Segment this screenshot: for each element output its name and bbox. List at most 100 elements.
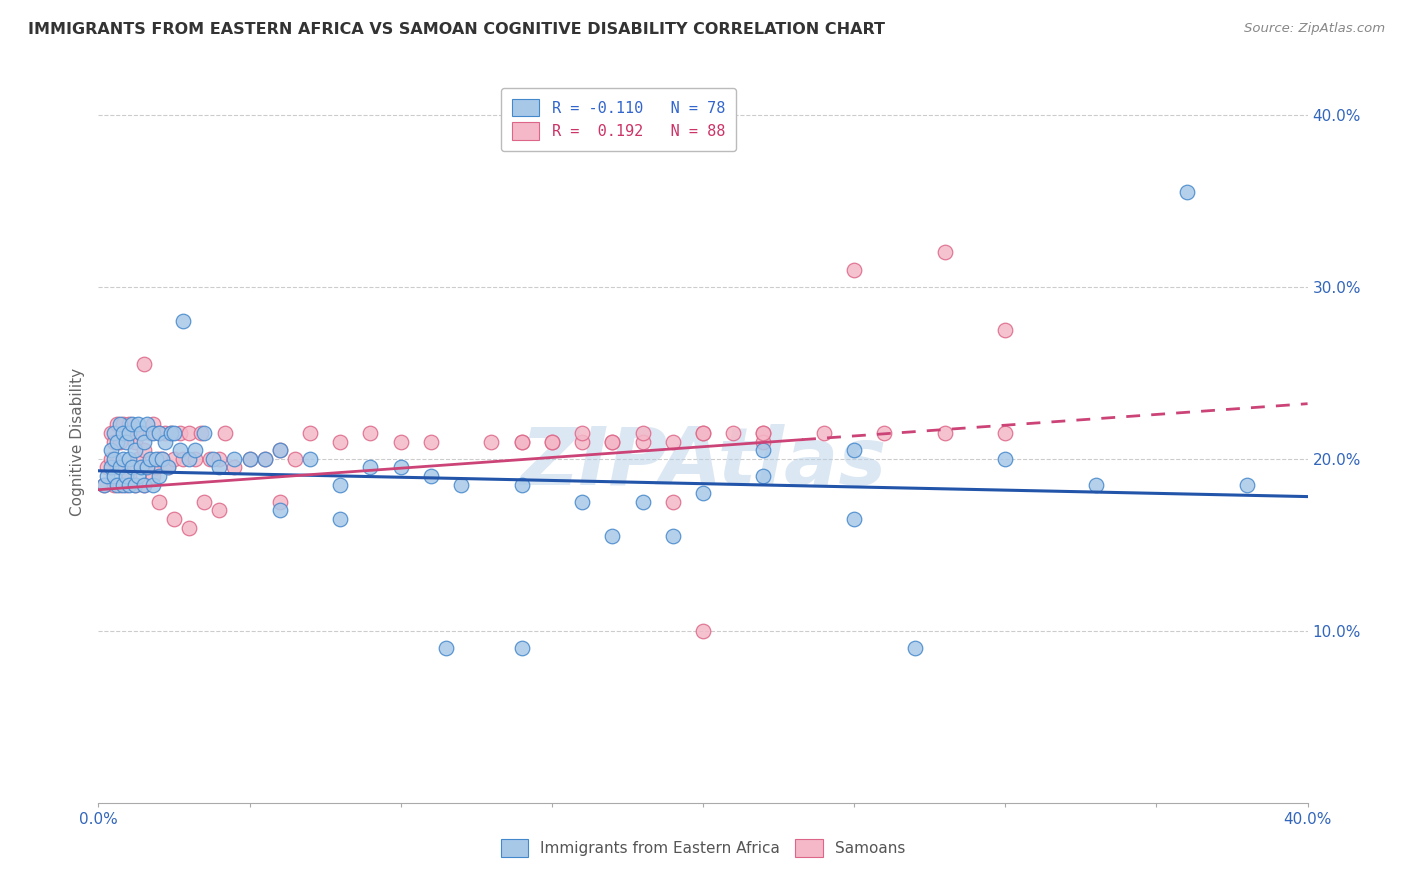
Point (752, 425, 775, 440)
Point (111, 451, 134, 466)
Point (118, 417, 141, 432)
Point (111, 477, 134, 491)
Point (105, 460, 128, 475)
Point (692, 425, 714, 440)
Point (172, 451, 194, 466)
Point (661, 494, 683, 508)
Point (540, 434, 562, 449)
Point (132, 477, 155, 491)
Point (96, 460, 118, 475)
Point (510, 434, 533, 449)
Point (571, 425, 593, 440)
Point (224, 460, 246, 475)
Point (160, 425, 183, 440)
Point (153, 434, 176, 449)
Point (481, 434, 503, 449)
Point (132, 443, 155, 458)
Point (139, 425, 162, 440)
Point (118, 425, 141, 440)
Text: IMMIGRANTS FROM EASTERN AFRICA VS SAMOAN COGNITIVE DISABILITY CORRELATION CHART: IMMIGRANTS FROM EASTERN AFRICA VS SAMOAN… (28, 22, 886, 37)
Point (360, 425, 382, 440)
Point (135, 417, 157, 432)
Point (179, 451, 201, 466)
Point (269, 443, 291, 458)
Point (752, 434, 775, 449)
Point (114, 425, 136, 440)
Point (148, 469, 170, 483)
Point (269, 443, 291, 458)
Point (934, 245, 956, 260)
Point (124, 443, 146, 458)
Point (389, 460, 412, 475)
Point (253, 451, 276, 466)
Point (510, 434, 533, 449)
Point (163, 451, 186, 466)
Point (208, 503, 231, 517)
Point (420, 434, 443, 449)
Point (184, 451, 207, 466)
Point (142, 417, 165, 432)
Point (1236, 477, 1258, 491)
Point (934, 425, 956, 440)
Point (124, 477, 146, 491)
Point (208, 451, 231, 466)
Point (118, 477, 141, 491)
Point (193, 425, 215, 440)
Point (571, 434, 593, 449)
Point (100, 443, 122, 458)
Point (103, 469, 125, 483)
Point (111, 460, 134, 475)
Text: Source: ZipAtlas.com: Source: ZipAtlas.com (1244, 22, 1385, 36)
Point (329, 477, 352, 491)
Point (114, 477, 136, 491)
Point (103, 425, 125, 440)
Point (239, 451, 262, 466)
Point (169, 425, 191, 440)
Point (156, 460, 179, 475)
Point (93, 477, 115, 491)
Point (114, 434, 136, 449)
Point (108, 434, 131, 449)
Point (631, 425, 654, 440)
Point (631, 434, 654, 449)
Point (148, 451, 170, 466)
Point (121, 417, 143, 432)
Point (239, 451, 262, 466)
Point (692, 425, 714, 440)
Point (752, 443, 775, 458)
Point (360, 460, 382, 475)
Point (602, 434, 624, 449)
Point (844, 512, 866, 526)
Point (200, 451, 222, 466)
Point (299, 451, 322, 466)
Point (389, 434, 412, 449)
Point (179, 520, 201, 534)
Point (111, 425, 134, 440)
Point (156, 460, 179, 475)
Point (602, 529, 624, 543)
Point (108, 460, 131, 475)
Point (253, 451, 276, 466)
Point (752, 425, 775, 440)
Point (150, 451, 173, 466)
Point (142, 477, 165, 491)
Legend: Immigrants from Eastern Africa, Samoans: Immigrants from Eastern Africa, Samoans (489, 829, 917, 867)
Point (127, 451, 149, 466)
Point (150, 451, 173, 466)
Point (214, 425, 236, 440)
Point (148, 425, 170, 440)
Point (135, 460, 157, 475)
Point (127, 417, 149, 432)
Point (193, 494, 215, 508)
Point (163, 425, 186, 440)
Point (723, 425, 745, 440)
Point (160, 425, 183, 440)
Point (434, 640, 457, 655)
Point (269, 503, 291, 517)
Point (108, 417, 131, 432)
Point (103, 451, 125, 466)
Point (1085, 477, 1108, 491)
Point (100, 451, 122, 466)
Point (132, 357, 155, 371)
Point (540, 434, 562, 449)
